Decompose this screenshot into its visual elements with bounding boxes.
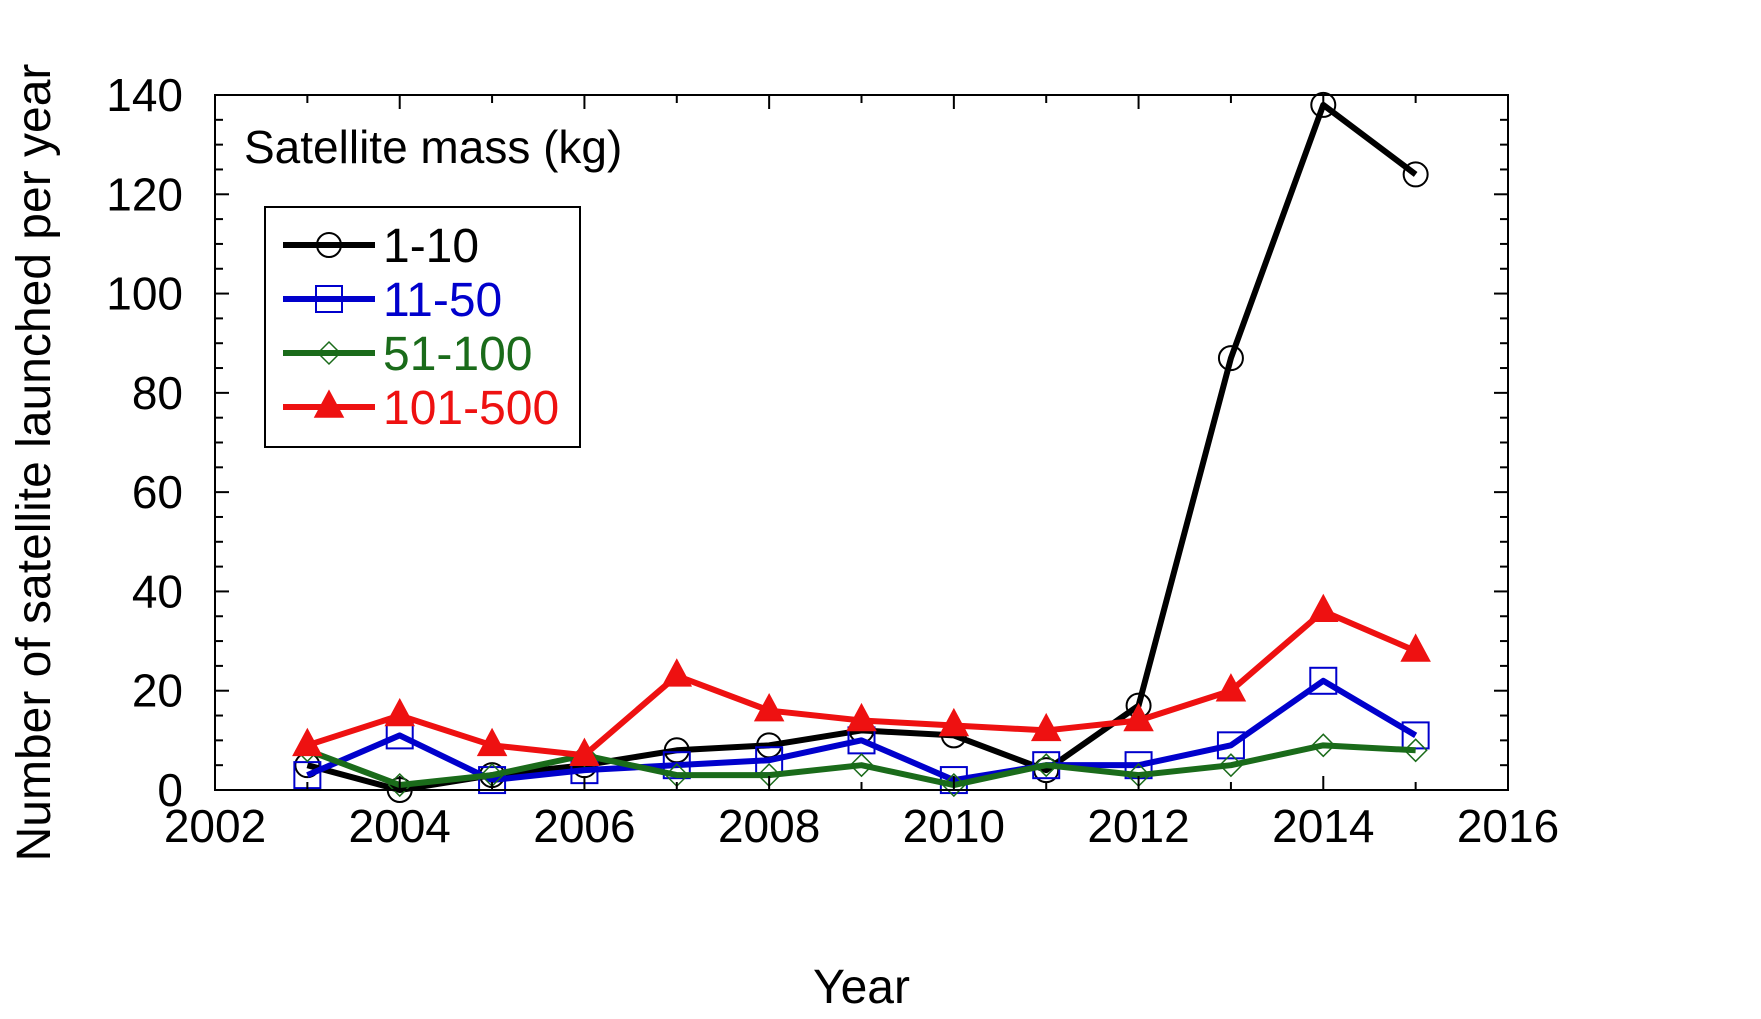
data-point [386,700,414,726]
y-tick-label: 80 [132,367,183,419]
x-tick-label: 2016 [1457,800,1559,852]
y-tick-label: 60 [132,466,183,518]
legend-label: 1-10 [383,220,479,273]
data-point [1309,595,1337,621]
x-tick-label: 2010 [903,800,1005,852]
data-point [663,660,691,686]
x-tick-label: 2014 [1272,800,1374,852]
data-point [1404,162,1428,186]
legend-label: 11-50 [383,274,502,327]
data-point [665,738,689,762]
series-line [307,745,1415,785]
y-tick-label: 140 [106,69,183,121]
x-axis-title: Year [813,961,910,1014]
y-tick-label: 40 [132,565,183,617]
y-tick-label: 120 [106,168,183,220]
legend-label: 51-100 [383,328,532,381]
x-tick-label: 2012 [1087,800,1189,852]
x-tick-label: 2006 [533,800,635,852]
y-tick-label: 0 [157,764,183,816]
x-tick-label: 2004 [349,800,451,852]
y-axis-title: Number of satellite launched per year [8,64,61,862]
y-tick-label: 100 [106,268,183,320]
legend-label: 101-500 [383,382,559,435]
data-point [1219,346,1243,370]
legend-title: Satellite mass (kg) [244,121,622,173]
y-tick-label: 20 [132,665,183,717]
x-tick-label: 2008 [718,800,820,852]
data-point [757,733,781,757]
legend-marker [317,233,341,257]
